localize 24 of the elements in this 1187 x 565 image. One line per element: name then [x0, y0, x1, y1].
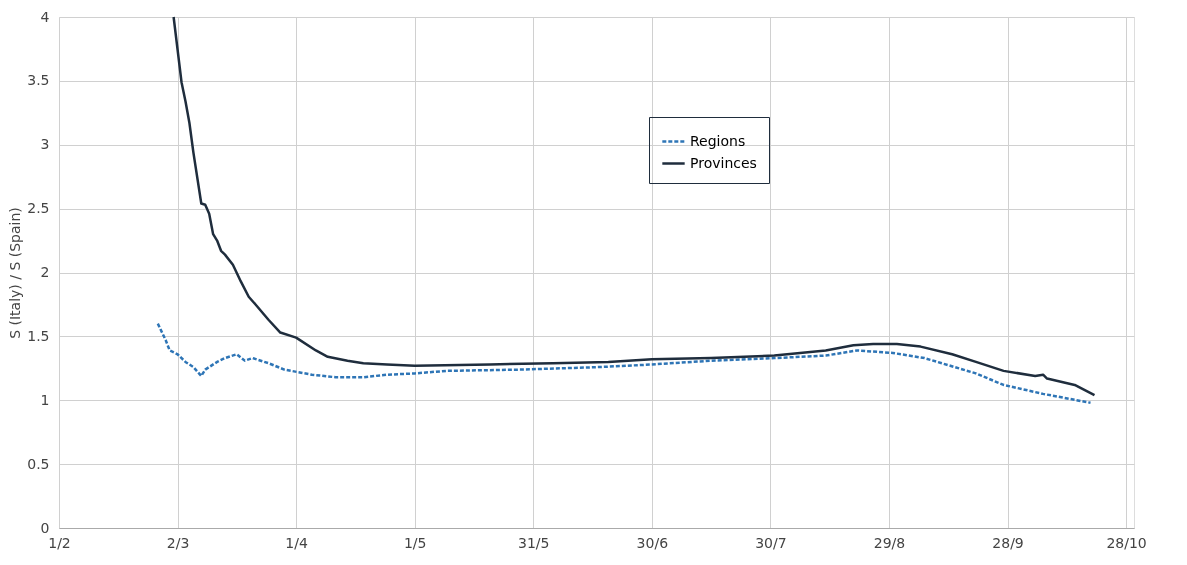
y-tick-label: 3.5: [27, 72, 50, 89]
line-series: [172, 15, 1096, 397]
y-tick-label: 0: [40, 519, 50, 536]
x-tick-label: 30/6: [636, 534, 669, 551]
y-axis-title: S (Italy) / S (Spain): [7, 207, 24, 339]
line-series: [156, 322, 1092, 405]
y-tick-label: 1: [40, 391, 50, 408]
legend-label: Regions: [690, 132, 746, 149]
x-tick-label: 2/3: [166, 534, 190, 551]
y-tick-label: 0.5: [27, 455, 50, 472]
y-tick-label: 3: [40, 136, 50, 153]
x-tick-label: 28/9: [992, 534, 1024, 551]
x-tick-label: 28/10: [1106, 534, 1147, 551]
x-tick-label: 1/5: [403, 534, 427, 551]
x-tick-label: 29/8: [873, 534, 906, 551]
y-tick-label: 2: [40, 264, 50, 280]
y-tick-label: 2.5: [27, 200, 50, 217]
x-tick-label: 31/5: [518, 534, 550, 551]
y-tick-label: 1.5: [27, 327, 50, 344]
x-tick-label: 1/2: [48, 534, 71, 551]
x-tick-label: 30/7: [755, 534, 787, 551]
y-tick-label: 4: [40, 8, 50, 25]
x-tick-label: 1/4: [285, 534, 308, 551]
legend-label: Provinces: [690, 154, 757, 171]
